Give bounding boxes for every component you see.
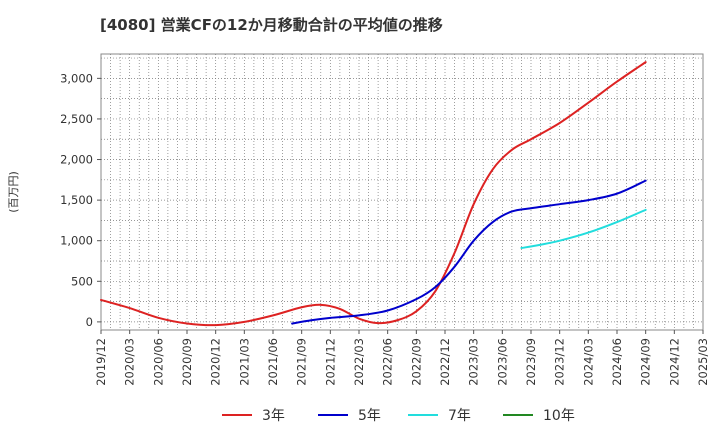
x-tick-label: 2023/06 — [495, 338, 509, 386]
series-lines — [100, 61, 647, 327]
x-tick-label: 2020/12 — [209, 338, 223, 386]
y-axis: 0 500 1,000 1,500 2,000 2,500 3,000 — [60, 71, 101, 329]
plot-area — [100, 53, 704, 331]
x-axis: 2019/12 2020/03 2020/06 2020/09 2020/12 2021/… — [94, 330, 710, 386]
y-tick-label: 2,500 — [60, 112, 93, 126]
x-tick-label: 2020/03 — [123, 338, 137, 386]
x-tick-label: 2021/06 — [266, 338, 280, 386]
x-tick-label: 2023/09 — [524, 338, 538, 386]
series-line-1 — [100, 61, 647, 327]
y-tick-label: 1,500 — [60, 193, 93, 207]
x-tick-label: 2024/12 — [667, 338, 681, 386]
x-tick-label: 2024/06 — [610, 338, 624, 386]
y-tick-label: 500 — [71, 274, 93, 288]
legend-label: 5年 — [358, 408, 381, 424]
x-tick-label: 2024/03 — [581, 338, 595, 386]
x-tick-label: 2025/03 — [696, 338, 710, 386]
legend: 3年 5年 7年 10年 — [222, 408, 575, 424]
x-tick-label: 2020/09 — [180, 338, 194, 386]
grid-lines — [101, 54, 703, 330]
x-tick-label: 2021/12 — [323, 338, 337, 386]
x-tick-label: 2024/09 — [639, 338, 653, 386]
x-tick-label: 2021/09 — [295, 338, 309, 386]
y-tick-label: 3,000 — [60, 71, 93, 85]
legend-label: 3年 — [262, 408, 285, 424]
x-tick-label: 2023/03 — [467, 338, 481, 386]
x-tick-label: 2023/12 — [553, 338, 567, 386]
x-tick-label: 2019/12 — [94, 338, 108, 386]
x-tick-label: 2021/03 — [237, 338, 251, 386]
y-axis-label: (百万円) — [7, 171, 20, 213]
chart-title: [4080] 営業CFの12か月移動合計の平均値の推移 — [100, 16, 443, 34]
y-tick-label: 1,000 — [60, 234, 93, 248]
x-tick-label: 2022/12 — [438, 338, 452, 386]
y-tick-label: 2,000 — [60, 153, 93, 167]
x-tick-label: 2022/06 — [381, 338, 395, 386]
series-line-3 — [520, 208, 647, 250]
x-tick-label: 2022/03 — [352, 338, 366, 386]
x-tick-label: 2020/06 — [151, 338, 165, 386]
x-tick-label: 2022/09 — [409, 338, 423, 386]
legend-label: 10年 — [543, 408, 575, 424]
series-line-2 — [291, 179, 647, 325]
y-tick-label: 0 — [86, 315, 93, 329]
legend-label: 7年 — [448, 408, 471, 424]
